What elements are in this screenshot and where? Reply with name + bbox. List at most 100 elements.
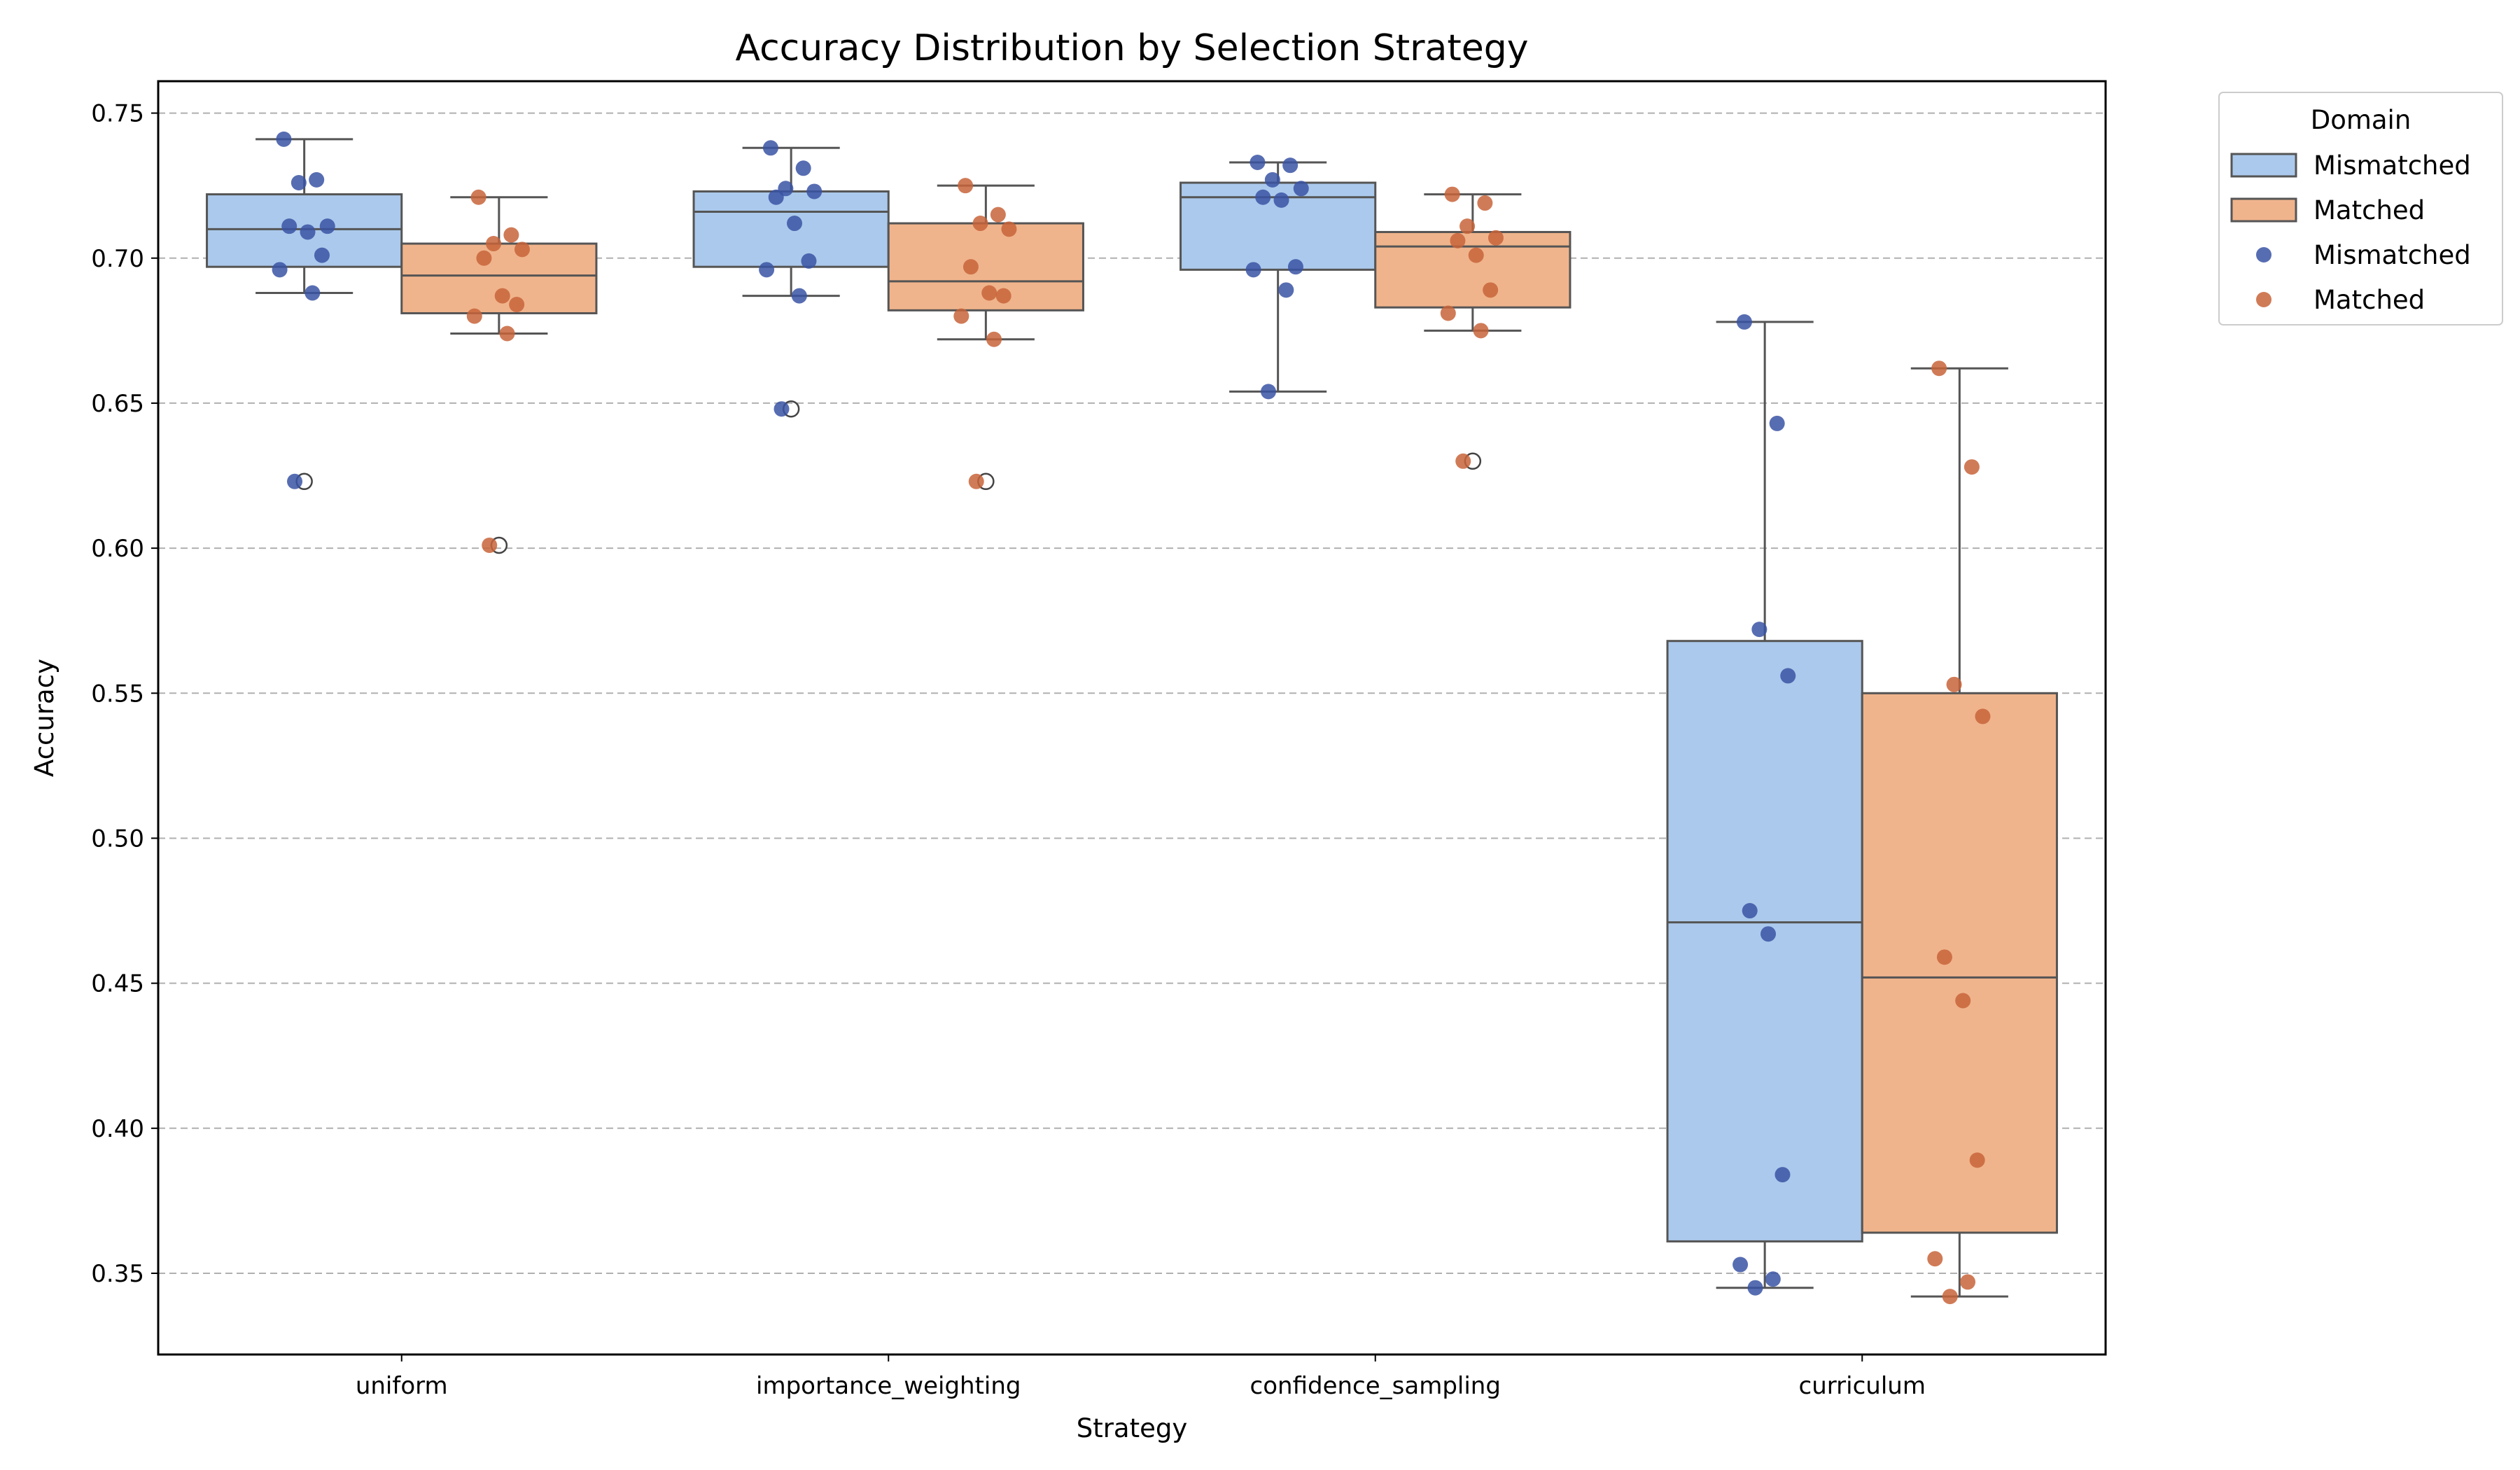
point-matched <box>486 236 502 252</box>
point-mismatched <box>1769 415 1785 431</box>
legend-swatch-point <box>2256 247 2272 262</box>
y-tick-label: 0.65 <box>91 390 144 418</box>
legend-label: Matched <box>2314 195 2425 225</box>
axis-ticks: 0.35 0.40 0.45 0.50 0.55 0.60 0.65 0.70 0.75 unif… <box>91 100 1926 1400</box>
legend-swatch-box <box>2230 153 2297 178</box>
point-matched <box>1942 1289 1958 1305</box>
point-matched <box>1444 186 1460 202</box>
point-matched <box>990 206 1006 223</box>
point-matched <box>1483 282 1499 298</box>
x-axis-title: Strategy <box>1077 1413 1188 1443</box>
point-matched <box>995 288 1011 304</box>
point-mismatched <box>1780 668 1796 684</box>
point-matched <box>953 308 969 324</box>
point-matched <box>1473 323 1489 339</box>
x-tick-label: confidence_sampling <box>1250 1372 1501 1400</box>
boxes <box>206 138 2058 1298</box>
x-tick-label: uniform <box>356 1372 448 1400</box>
point-matched <box>962 259 979 275</box>
point-mismatched <box>1293 181 1309 197</box>
point-matched <box>1468 247 1484 263</box>
box-matched <box>1861 692 2058 1234</box>
point-mismatched <box>801 253 817 269</box>
point-mismatched <box>1261 384 1277 400</box>
point-mismatched <box>309 172 325 188</box>
point-matched <box>1963 459 1980 475</box>
legend-items: Mismatched Matched Mismatched Matched <box>2230 150 2471 315</box>
y-tick-label: 0.45 <box>91 970 144 998</box>
point-matched <box>986 331 1002 347</box>
y-tick-label: 0.50 <box>91 825 144 853</box>
point-mismatched <box>1742 903 1758 919</box>
y-tick-label: 0.35 <box>91 1260 144 1288</box>
y-axis-title: Accuracy <box>29 659 59 777</box>
point-mismatched <box>304 285 321 301</box>
y-tick-label: 0.60 <box>91 535 144 563</box>
point-matched <box>1440 305 1456 321</box>
legend-frame <box>2218 92 2503 326</box>
point-mismatched <box>1732 1256 1749 1273</box>
point-matched <box>1955 993 1971 1009</box>
point-mismatched <box>795 160 811 176</box>
legend-title: Domain <box>2311 105 2412 135</box>
legend-swatch-box <box>2230 197 2297 223</box>
box-mismatched <box>1666 640 1863 1242</box>
point-matched <box>981 285 997 301</box>
point-mismatched <box>1774 1167 1791 1183</box>
data-points <box>272 131 1991 1305</box>
point-mismatched <box>762 140 778 156</box>
point-mismatched <box>1245 262 1261 278</box>
point-matched <box>503 227 519 243</box>
point-matched <box>958 178 974 194</box>
point-mismatched <box>774 401 790 417</box>
point-matched <box>466 308 482 324</box>
y-tick-label: 0.55 <box>91 680 144 708</box>
box-matched <box>400 242 598 314</box>
point-matched <box>1450 232 1466 248</box>
point-matched <box>1477 195 1493 211</box>
legend-label: Matched <box>2314 285 2425 315</box>
point-mismatched <box>1264 172 1280 188</box>
chart-title: Accuracy Distribution by Selection Strat… <box>735 27 1528 69</box>
x-tick-label: curriculum <box>1799 1372 1926 1400</box>
legend-label: Mismatched <box>2314 240 2471 270</box>
point-mismatched <box>768 189 784 205</box>
point-matched <box>509 297 525 313</box>
y-tick-label: 0.75 <box>91 100 144 128</box>
point-matched <box>972 216 988 232</box>
point-mismatched <box>290 175 307 191</box>
legend: Domain Mismatched Matched Mismatched Matche… <box>2218 92 2503 326</box>
point-mismatched <box>272 262 288 278</box>
point-matched <box>499 326 515 342</box>
point-matched <box>1946 676 1962 692</box>
point-mismatched <box>314 247 330 263</box>
point-matched <box>1975 708 1991 724</box>
point-matched <box>1460 218 1476 234</box>
point-mismatched <box>1278 282 1294 298</box>
point-mismatched <box>1736 314 1752 330</box>
point-matched <box>470 189 486 205</box>
point-mismatched <box>1250 155 1266 171</box>
point-matched <box>968 473 984 489</box>
point-mismatched <box>300 224 316 240</box>
point-matched <box>476 250 492 266</box>
point-mismatched <box>276 131 292 147</box>
point-matched <box>482 537 498 553</box>
x-tick-label: importance_weighting <box>756 1372 1021 1400</box>
point-mismatched <box>1765 1271 1781 1287</box>
legend-label: Mismatched <box>2314 150 2471 181</box>
point-matched <box>1969 1152 1985 1168</box>
point-mismatched <box>287 473 303 489</box>
point-matched <box>1488 230 1504 246</box>
point-matched <box>1931 360 1947 377</box>
point-matched <box>1927 1251 1943 1267</box>
point-mismatched <box>787 216 803 232</box>
point-matched <box>1455 453 1471 469</box>
point-mismatched <box>319 218 335 234</box>
point-mismatched <box>1747 1280 1763 1296</box>
point-matched <box>1960 1274 1976 1290</box>
legend-swatch-point <box>2256 292 2272 307</box>
plot-frame <box>157 80 2107 1356</box>
point-mismatched <box>1282 158 1298 174</box>
